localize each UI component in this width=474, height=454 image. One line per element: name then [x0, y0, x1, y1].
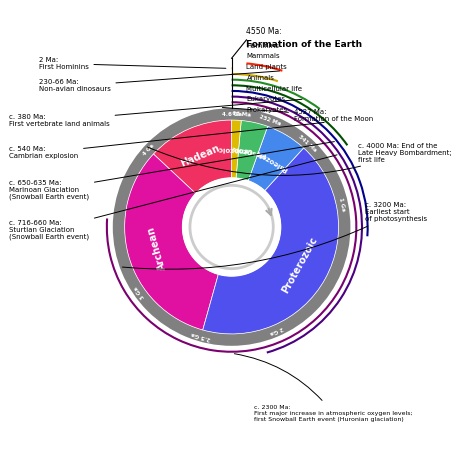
Text: c. 3200 Ma:
Earliest start
of photosynthesis: c. 3200 Ma: Earliest start of photosynth…: [122, 202, 428, 269]
Text: 66 Ma: 66 Ma: [232, 111, 251, 118]
Wedge shape: [154, 120, 232, 193]
Text: c. 540 Ma:
Cambrian explosion: c. 540 Ma: Cambrian explosion: [9, 123, 324, 159]
Text: 1 Ga: 1 Ga: [338, 197, 346, 211]
Text: c. 716-660 Ma:
Sturtian Glaciation
(Snowball Earth event): c. 716-660 Ma: Sturtian Glaciation (Snow…: [9, 155, 337, 240]
Text: Proterozoic: Proterozoic: [280, 235, 319, 295]
Text: 252 Ma: 252 Ma: [258, 114, 281, 127]
Text: 2 Ma:
First Hominins: 2 Ma: First Hominins: [38, 57, 226, 70]
Wedge shape: [125, 154, 219, 330]
Text: c. 650-635 Ma:
Marinoan Glaciation
(Snowball Earth event): c. 650-635 Ma: Marinoan Glaciation (Snow…: [9, 142, 334, 200]
Text: Formation of the Earth: Formation of the Earth: [246, 40, 363, 49]
Text: Land plants: Land plants: [246, 64, 287, 70]
Text: c. 2300 Ma:
First major increase in atmospheric oxygen levels;
first Snowball Ea: c. 2300 Ma: First major increase in atmo…: [234, 354, 412, 422]
Wedge shape: [248, 126, 304, 191]
Text: 4 Ga: 4 Ga: [143, 143, 156, 157]
Text: Paleozoic: Paleozoic: [255, 148, 289, 173]
Text: 4550 Ma:: 4550 Ma:: [246, 27, 282, 36]
Text: 2 Ga: 2 Ga: [269, 326, 284, 336]
Wedge shape: [236, 120, 268, 181]
Text: 3 Ga: 3 Ga: [133, 285, 146, 299]
Text: Multicellular life: Multicellular life: [246, 85, 302, 92]
Text: Hadean: Hadean: [179, 143, 222, 168]
Text: 4.6 Ga: 4.6 Ga: [222, 112, 242, 117]
Wedge shape: [232, 120, 241, 178]
Text: Archean: Archean: [146, 225, 167, 271]
Text: c. 4000 Ma: End of the
Late Heavy Bombardment;
first life: c. 4000 Ma: End of the Late Heavy Bombar…: [147, 143, 452, 175]
Text: 230-66 Ma:
Non-avian dinosaurs: 230-66 Ma: Non-avian dinosaurs: [38, 71, 280, 93]
Text: Eukaryotes: Eukaryotes: [246, 96, 285, 102]
Text: Hominins: Hominins: [246, 43, 279, 49]
Text: Cenozoic: Cenozoic: [218, 145, 253, 153]
Text: 2.5 Ga: 2.5 Ga: [191, 331, 211, 341]
Text: Mammals: Mammals: [246, 54, 280, 59]
Wedge shape: [203, 148, 338, 334]
Circle shape: [182, 178, 281, 276]
Text: Prokaryotes: Prokaryotes: [246, 107, 288, 113]
Text: Mesozoic: Mesozoic: [230, 144, 267, 158]
Text: 4527 Ma:
Formation of the Moon: 4527 Ma: Formation of the Moon: [222, 108, 373, 122]
Text: Animals: Animals: [246, 75, 274, 81]
Text: c. 380 Ma:
First vertebrate land animals: c. 380 Ma: First vertebrate land animals: [9, 99, 302, 127]
Wedge shape: [113, 108, 350, 346]
Text: 541 Ma: 541 Ma: [298, 134, 318, 153]
